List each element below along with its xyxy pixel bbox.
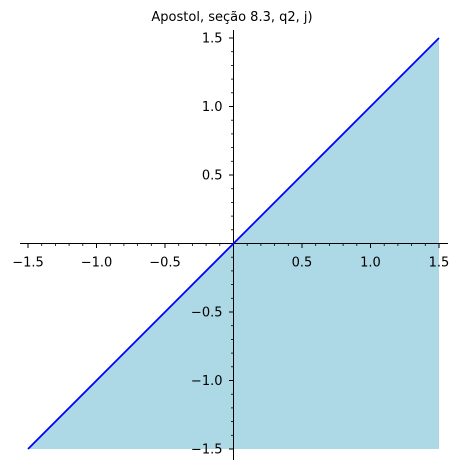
line-series-0 (27, 37, 440, 450)
y-tick-label: −0.5 (191, 306, 223, 321)
tick-layer: −1.5 −1.0 −0.5 0.5 1.0 1.5 1.5 1.0 0.5 −0.5 −1.0 −1… (12, 32, 449, 458)
x-tick-label: −0.5 (149, 256, 181, 271)
y-tick-label: 1.5 (202, 32, 223, 47)
chart-title: Apostol, seção 8.3, q2, j) (151, 10, 312, 25)
x-tick-label: 1.5 (429, 256, 450, 271)
line-layer (27, 37, 440, 450)
y-tick-label: 1.0 (202, 100, 223, 115)
x-tick-label: −1.0 (81, 256, 113, 271)
y-tick-label: 0.5 (202, 169, 223, 184)
x-tick-label: 0.5 (292, 256, 313, 271)
x-tick-label: −1.5 (12, 256, 44, 271)
y-tick-label: −1.0 (191, 374, 223, 389)
x-tick-label: 1.0 (360, 256, 381, 271)
y-tick-label: −1.5 (191, 443, 223, 458)
